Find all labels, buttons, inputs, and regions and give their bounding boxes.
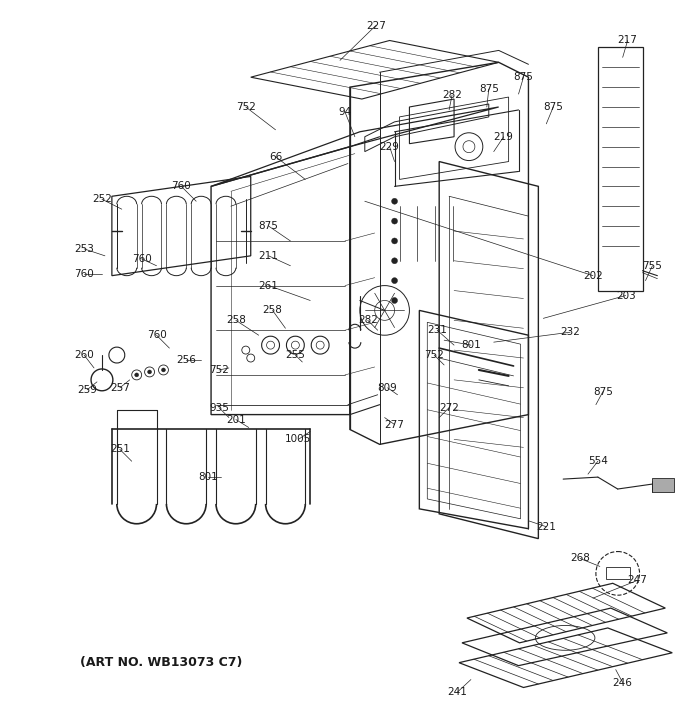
Text: 258: 258	[226, 315, 245, 326]
Text: 801: 801	[198, 472, 218, 482]
Text: 809: 809	[377, 383, 398, 393]
Text: 66: 66	[269, 152, 282, 162]
Text: 875: 875	[543, 102, 563, 112]
Text: 875: 875	[479, 84, 498, 94]
Bar	[606, 568, 630, 579]
Text: 1005: 1005	[285, 434, 311, 444]
Text: 232: 232	[560, 327, 580, 337]
Text: 201: 201	[226, 415, 245, 425]
Circle shape	[392, 297, 398, 304]
Text: 94: 94	[339, 107, 352, 117]
Circle shape	[148, 370, 152, 374]
Text: 219: 219	[494, 132, 513, 142]
Circle shape	[161, 368, 165, 372]
Text: 255: 255	[286, 350, 305, 360]
Text: 760: 760	[171, 181, 191, 191]
Text: 253: 253	[74, 244, 94, 254]
Circle shape	[392, 278, 398, 283]
Text: 252: 252	[92, 194, 112, 204]
Text: 752: 752	[236, 102, 256, 112]
Text: 752: 752	[424, 350, 444, 360]
Text: 227: 227	[366, 20, 386, 30]
Text: 935: 935	[209, 402, 229, 413]
Text: 221: 221	[537, 522, 556, 531]
Text: 217: 217	[617, 36, 638, 46]
Circle shape	[392, 258, 398, 264]
Text: 272: 272	[439, 402, 459, 413]
Text: 760: 760	[74, 269, 94, 278]
Text: 282: 282	[442, 90, 462, 100]
Text: 256: 256	[176, 355, 197, 365]
Text: 875: 875	[513, 72, 533, 82]
Text: 282: 282	[358, 315, 377, 326]
Circle shape	[135, 373, 139, 377]
Text: 875: 875	[258, 221, 279, 231]
Text: 258: 258	[262, 305, 282, 315]
Circle shape	[392, 238, 398, 244]
Circle shape	[392, 218, 398, 224]
Text: 203: 203	[616, 291, 636, 301]
Text: 211: 211	[258, 251, 279, 261]
Text: 554: 554	[588, 456, 608, 466]
Bar	[652, 478, 675, 492]
Text: 229: 229	[379, 141, 400, 152]
Text: 760: 760	[132, 254, 152, 264]
Text: 247: 247	[628, 576, 647, 585]
Text: 202: 202	[583, 270, 602, 281]
Text: 261: 261	[258, 281, 279, 291]
Text: 752: 752	[209, 365, 229, 375]
Text: 251: 251	[110, 444, 130, 455]
Text: 277: 277	[385, 420, 405, 429]
Text: 259: 259	[77, 385, 97, 395]
Text: (ART NO. WB13073 C7): (ART NO. WB13073 C7)	[80, 656, 243, 669]
Text: 260: 260	[74, 350, 94, 360]
Text: 801: 801	[461, 340, 481, 350]
Text: 268: 268	[570, 553, 590, 563]
Text: 875: 875	[593, 386, 613, 397]
Circle shape	[392, 198, 398, 204]
Text: 257: 257	[110, 383, 130, 393]
Text: 755: 755	[643, 261, 662, 270]
Text: 231: 231	[427, 326, 447, 335]
Text: 241: 241	[447, 687, 467, 697]
Text: 760: 760	[147, 330, 167, 340]
Text: 246: 246	[613, 678, 632, 687]
